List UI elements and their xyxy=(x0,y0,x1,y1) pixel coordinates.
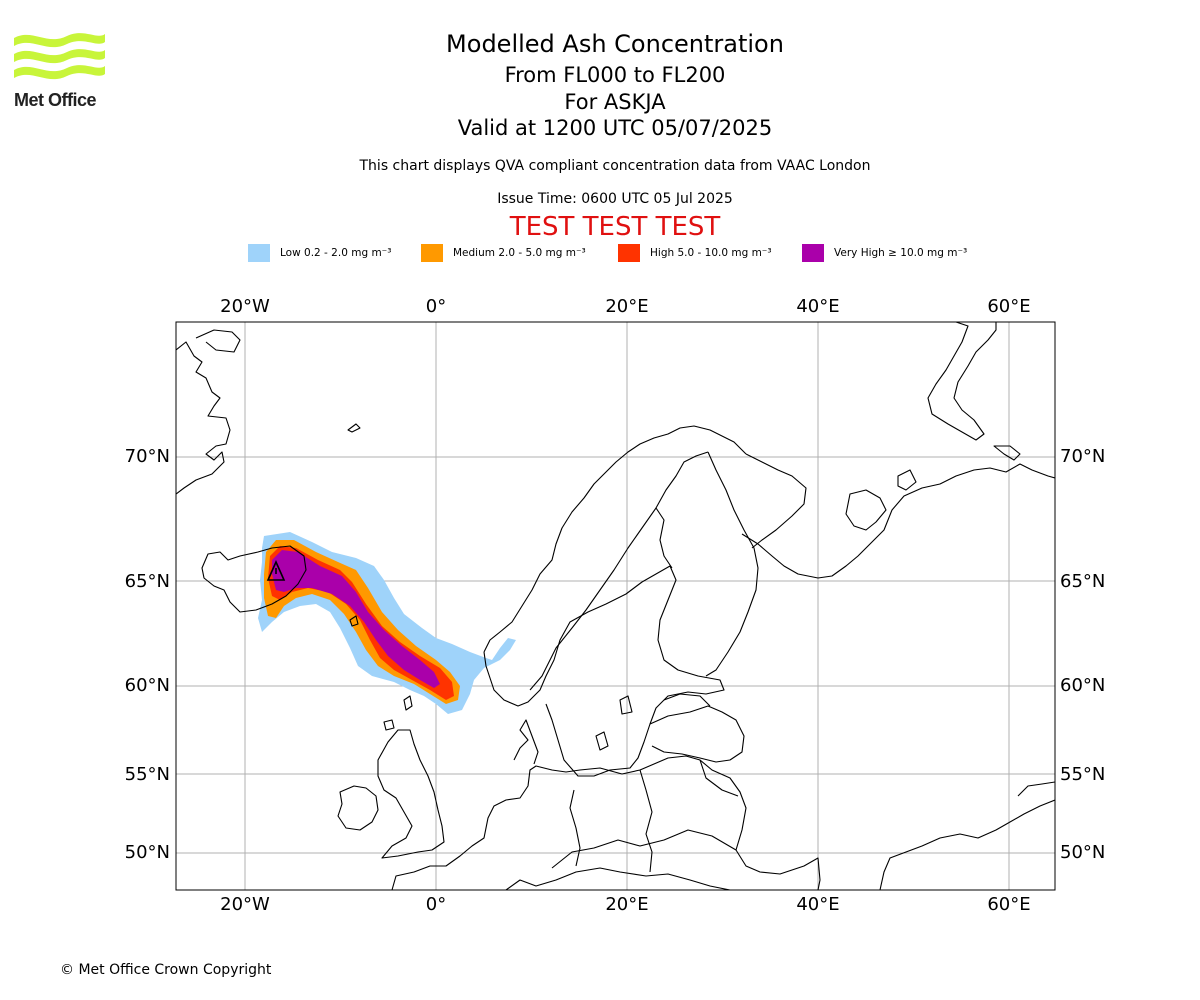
legend-label-low: Low 0.2 - 2.0 mg m⁻³ xyxy=(280,247,392,259)
lon-label-top: 20°E xyxy=(605,296,648,317)
lon-label-top: 40°E xyxy=(796,296,839,317)
lon-label-bottom: 40°E xyxy=(796,894,839,915)
copyright-notice: © Met Office Crown Copyright xyxy=(60,962,272,978)
lon-label-bottom: 20°E xyxy=(605,894,648,915)
lat-label-left: 50°N xyxy=(125,842,170,863)
issue-time: Issue Time: 0600 UTC 05 Jul 2025 xyxy=(497,191,733,207)
lat-label-left: 60°N xyxy=(125,675,170,696)
legend-swatch-medium xyxy=(421,244,443,262)
lat-label-right: 65°N xyxy=(1060,571,1105,592)
ash-plume xyxy=(258,532,516,714)
volcano-warning-icon xyxy=(266,560,286,581)
lat-label-right: 70°N xyxy=(1060,446,1105,467)
test-banner: TEST TEST TEST xyxy=(509,212,721,242)
latitude-labels-right: 70°N 65°N 60°N 55°N 50°N xyxy=(1060,446,1105,863)
lon-label-bottom: 60°E xyxy=(987,894,1030,915)
legend: Low 0.2 - 2.0 mg m⁻³ Medium 2.0 - 5.0 mg… xyxy=(0,244,1200,264)
legend-swatch-high xyxy=(618,244,640,262)
latitude-labels-left: 70°N 65°N 60°N 55°N 50°N xyxy=(125,446,170,863)
legend-item-low: Low 0.2 - 2.0 mg m⁻³ xyxy=(248,244,391,262)
legend-item-high: High 5.0 - 10.0 mg m⁻³ xyxy=(618,244,772,262)
lat-label-right: 50°N xyxy=(1060,842,1105,863)
lat-label-left: 70°N xyxy=(125,446,170,467)
lon-label-bottom: 20°W xyxy=(220,894,270,915)
chart-title: Modelled Ash Concentration xyxy=(446,30,784,58)
legend-label-high: High 5.0 - 10.0 mg m⁻³ xyxy=(650,247,772,259)
ash-area-very-high xyxy=(272,550,440,688)
legend-item-medium: Medium 2.0 - 5.0 mg m⁻³ xyxy=(421,244,586,262)
map-gridlines xyxy=(176,322,1055,890)
map-frame xyxy=(175,321,1056,891)
legend-swatch-low xyxy=(248,244,270,262)
legend-label-medium: Medium 2.0 - 5.0 mg m⁻³ xyxy=(453,247,586,259)
met-office-logo: Met Office xyxy=(12,28,112,114)
met-office-wave-icon xyxy=(14,33,105,80)
met-office-logo-text: Met Office xyxy=(14,90,97,110)
chart-description: This chart displays QVA compliant concen… xyxy=(359,158,871,174)
legend-label-very-high: Very High ≥ 10.0 mg m⁻³ xyxy=(834,247,968,259)
lat-label-left: 65°N xyxy=(125,571,170,592)
volcano-name: For ASKJA xyxy=(564,90,666,114)
lon-label-top: 20°W xyxy=(220,296,270,317)
coastlines xyxy=(176,322,1055,890)
longitude-labels-bottom: 20°W 0° 20°E 40°E 60°E xyxy=(220,894,1030,915)
lon-label-top: 60°E xyxy=(987,296,1030,317)
flight-level-range: From FL000 to FL200 xyxy=(504,63,726,87)
lat-label-right: 55°N xyxy=(1060,764,1105,785)
longitude-labels-top: 20°W 0° 20°E 40°E 60°E xyxy=(220,296,1030,317)
lat-label-left: 55°N xyxy=(125,764,170,785)
legend-swatch-very-high xyxy=(802,244,824,262)
lon-label-bottom: 0° xyxy=(426,894,446,915)
lon-label-top: 0° xyxy=(426,296,446,317)
lat-label-right: 60°N xyxy=(1060,675,1105,696)
legend-item-very-high: Very High ≥ 10.0 mg m⁻³ xyxy=(802,244,967,262)
valid-time: Valid at 1200 UTC 05/07/2025 xyxy=(457,116,773,140)
